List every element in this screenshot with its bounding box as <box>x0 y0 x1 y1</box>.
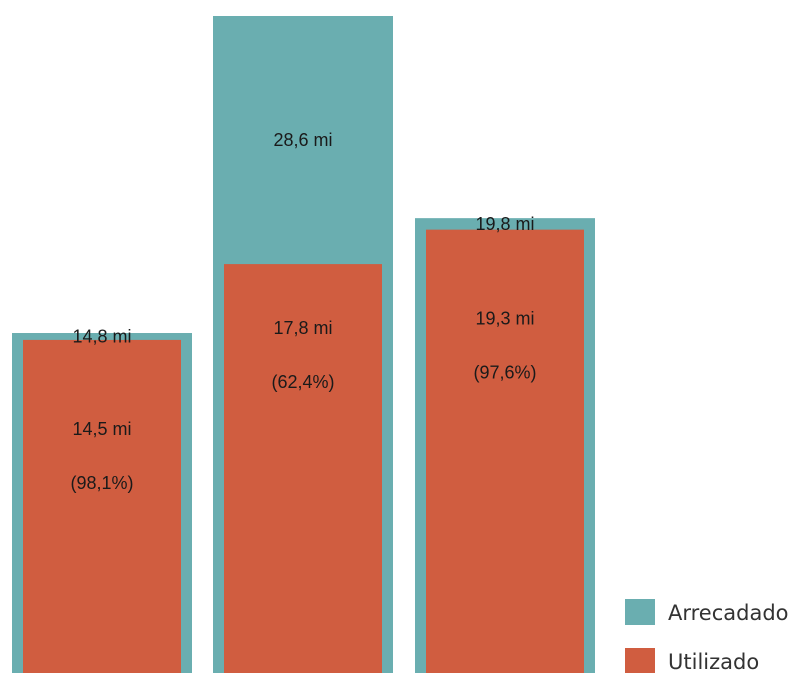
legend-label-arrecadado: Arrecadado <box>668 601 789 625</box>
bar-utilizado-1 <box>224 264 382 673</box>
data-label-arrecadado-2: 19,8 mi <box>475 214 534 234</box>
data-label-utilizado-1: 17,8 mi <box>273 318 332 338</box>
data-label-percent-1: (62,4%) <box>271 372 334 392</box>
bar-utilizado-0 <box>23 339 181 673</box>
legend: Arrecadado Utilizado <box>625 599 789 673</box>
legend-swatch-arrecadado <box>625 599 655 625</box>
data-label-percent-0: (98,1%) <box>70 473 133 493</box>
data-label-percent-2: (97,6%) <box>473 363 536 383</box>
legend-label-utilizado: Utilizado <box>668 650 759 673</box>
data-label-utilizado-2: 19,3 mi <box>475 309 534 329</box>
bar-utilizado-2 <box>426 229 584 673</box>
labels-group: 14,8 mi 14,5 mi (98,1%) 28,6 mi 17,8 mi (62,4… <box>70 130 536 493</box>
data-label-arrecadado-1: 28,6 mi <box>273 130 332 150</box>
bars-group <box>12 16 595 673</box>
legend-swatch-utilizado <box>625 648 655 673</box>
data-label-utilizado-0: 14,5 mi <box>72 419 131 439</box>
data-label-arrecadado-0: 14,8 mi <box>72 326 131 346</box>
